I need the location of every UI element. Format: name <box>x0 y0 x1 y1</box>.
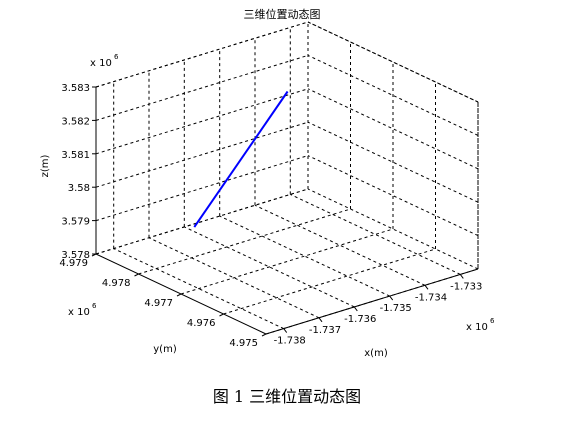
grid-line <box>95 188 309 255</box>
grid-line <box>307 54 479 136</box>
series-layer <box>193 90 289 228</box>
x-tick-label: -1.734 <box>415 292 447 303</box>
y-tick-label: 4.977 <box>144 298 173 309</box>
z-tick-label: 3.58 <box>68 183 90 194</box>
grid-line <box>184 226 355 308</box>
axes-box <box>91 21 479 337</box>
y-tick-mark <box>219 313 224 317</box>
grid-line <box>95 88 309 155</box>
x-tick-mark <box>283 328 288 333</box>
y-tick-label: 4.975 <box>229 338 258 349</box>
grid-line <box>219 215 390 297</box>
grid-line <box>223 248 436 315</box>
svg-text:6: 6 <box>92 302 97 310</box>
grid-line <box>290 193 461 275</box>
grid-line <box>180 228 394 295</box>
grid-line <box>95 54 309 121</box>
x-tick-label: -1.737 <box>309 325 341 336</box>
grid-line <box>113 248 284 330</box>
tick-labels: -1.738-1.737-1.736 -1.735-1.734-1.733 4.97… <box>59 83 482 349</box>
grid-line <box>307 121 479 203</box>
y-tick-label: 4.978 <box>102 278 131 289</box>
grid-line <box>307 88 479 170</box>
z-tick-label: 3.582 <box>61 116 90 127</box>
z-tick-label: 3.581 <box>61 150 90 161</box>
y-tick-mark <box>176 293 182 297</box>
x-tick-label: -1.733 <box>450 281 482 292</box>
z-tick-label: 3.578 <box>61 250 90 261</box>
svg-text:6: 6 <box>114 53 119 61</box>
grid-line <box>95 155 309 222</box>
x-tick-mark <box>459 274 464 279</box>
x-multiplier: x 10 6 <box>466 317 495 333</box>
grid-line <box>307 188 479 270</box>
series-line <box>193 90 289 228</box>
z-axis-label: z(m) <box>40 155 51 178</box>
figure-caption: 图 1 三维位置动态图 <box>212 387 362 406</box>
svg-text:x 10: x 10 <box>68 307 90 318</box>
z-tick-label: 3.579 <box>61 217 90 228</box>
x-axis-label: x(m) <box>364 348 388 359</box>
y-tick-mark <box>261 333 267 337</box>
box-edge <box>307 21 479 103</box>
x-tick-mark <box>424 284 429 290</box>
y-tick-label: 4.979 <box>59 258 88 269</box>
x-axis-line <box>265 268 479 335</box>
y-tick-mark <box>134 273 139 277</box>
x-tick-mark <box>318 317 323 323</box>
box-edge <box>95 21 309 88</box>
grid-line <box>138 208 351 275</box>
svg-text:x 10: x 10 <box>90 58 112 69</box>
z-multiplier: x 10 6 <box>90 53 119 69</box>
x-tick-mark <box>389 295 394 301</box>
x-tick-mark <box>353 306 358 312</box>
y-axis-label: y(m) <box>153 344 177 355</box>
grid-line <box>254 204 426 286</box>
svg-text:x 10: x 10 <box>466 322 488 333</box>
grid-line <box>148 237 320 319</box>
y-multiplier: x 10 6 <box>68 302 97 318</box>
x-tick-label: -1.738 <box>274 336 306 347</box>
svg-text:6: 6 <box>490 317 495 325</box>
x-tick-label: -1.735 <box>380 303 412 314</box>
chart-title: 三维位置动态图 <box>244 7 321 21</box>
grid-line <box>307 155 479 237</box>
x-tick-label: -1.736 <box>344 314 376 325</box>
grid-line <box>95 121 309 188</box>
z-tick-label: 3.583 <box>61 83 90 94</box>
y-tick-label: 4.976 <box>187 318 216 329</box>
grid-lines <box>95 21 479 335</box>
